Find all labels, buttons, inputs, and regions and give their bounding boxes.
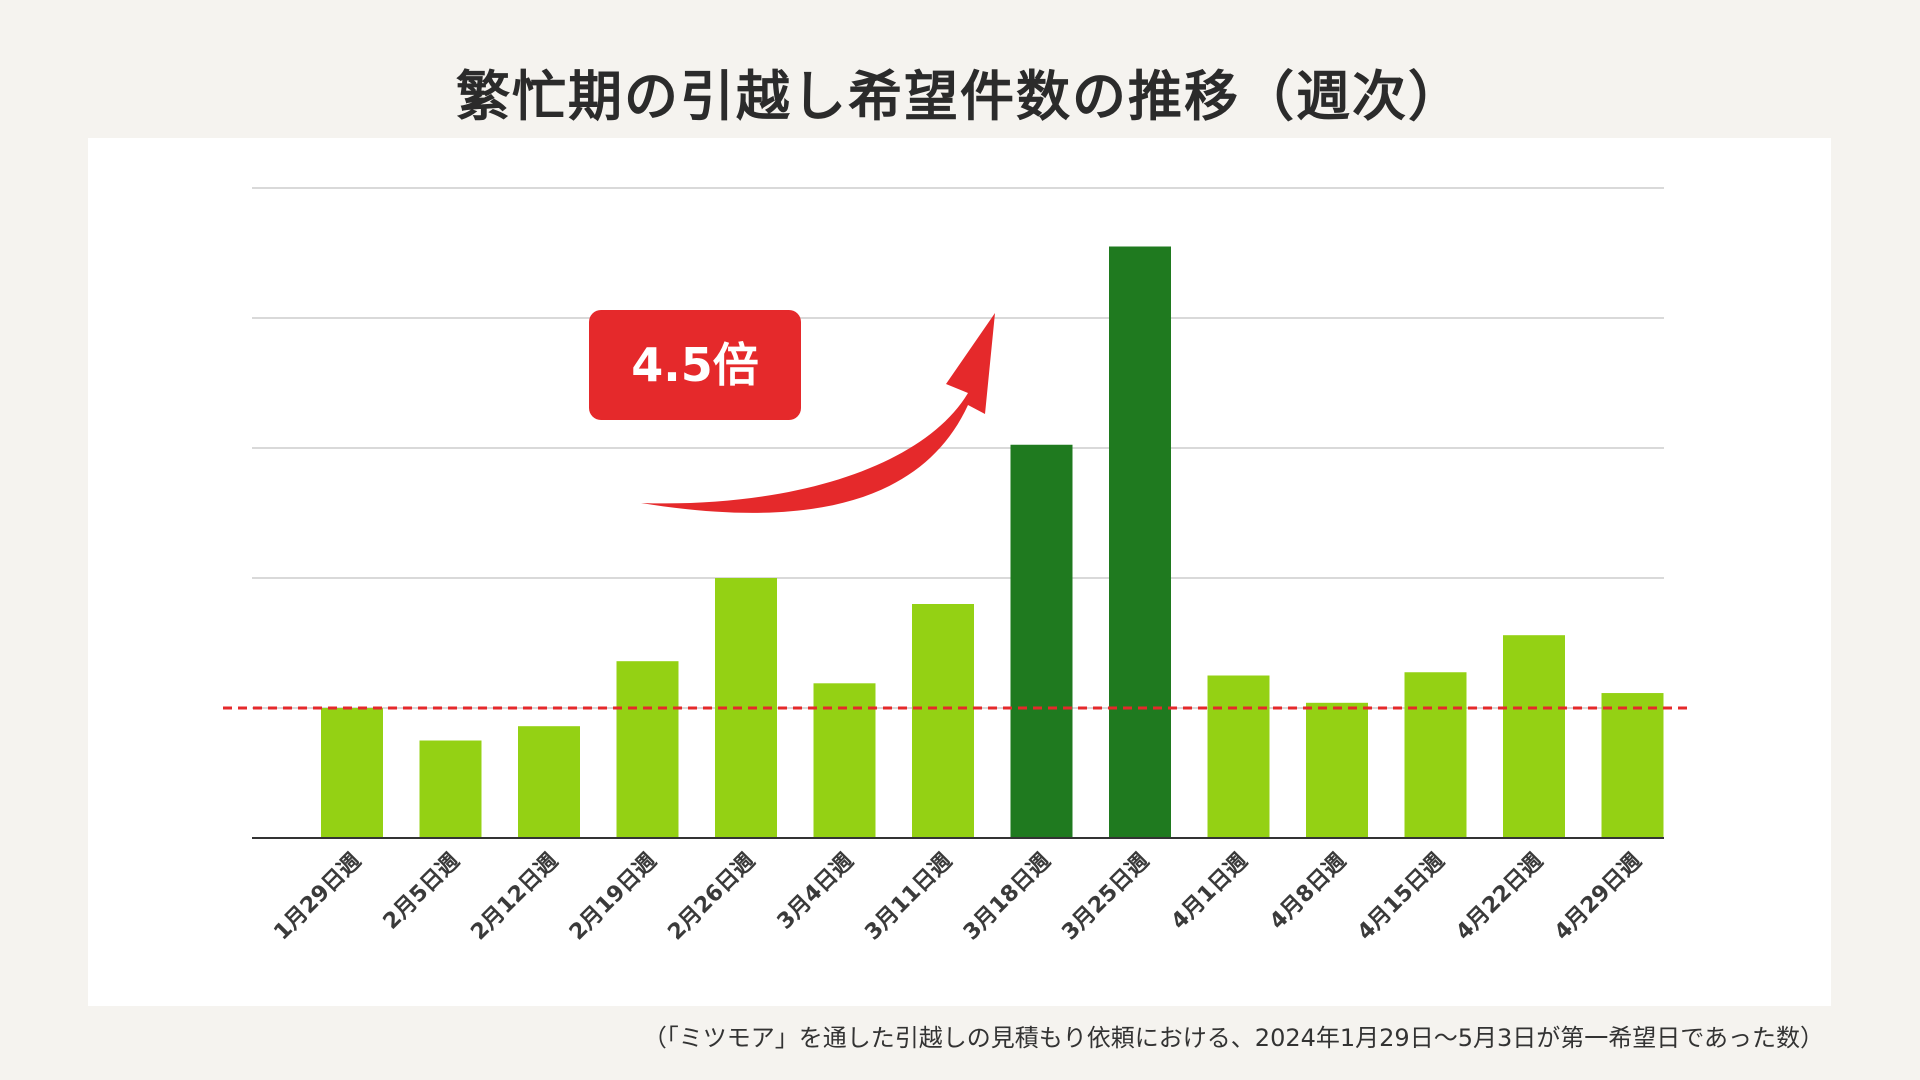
page-title: 繁忙期の引越し希望件数の推移（週次）	[456, 65, 1464, 128]
x-tick-label: 2月12日週	[466, 849, 563, 946]
x-tick-label: 1月29日週	[269, 849, 366, 946]
bar-3	[518, 726, 580, 838]
x-tick-label: 3月4日週	[773, 849, 859, 935]
x-tick-label: 3月18日週	[959, 849, 1056, 946]
x-tick-label: 3月11日週	[860, 849, 957, 946]
bar-10	[1207, 675, 1270, 838]
bar-11	[1306, 702, 1368, 838]
x-axis-labels: 1月29日週 2月5日週 2月12日週 2月19日週 2月26日週 3月4日週 3月11日週…	[269, 849, 1646, 946]
bar-14	[1601, 693, 1664, 838]
x-tick-label: 4月29日週	[1550, 849, 1647, 946]
bar-4	[616, 661, 679, 838]
multiplier-badge: 4.5倍	[589, 310, 801, 420]
chart-panel: 1月29日週 2月5日週 2月12日週 2月19日週 2月26日週 3月4日週 3月11日週…	[88, 138, 1831, 1006]
bar-9	[1109, 246, 1171, 838]
x-tick-label: 2月19日週	[565, 849, 662, 946]
bar-8	[1010, 444, 1073, 838]
increase-arrow	[641, 313, 995, 513]
badge-label: 4.5倍	[631, 338, 759, 392]
footnote: （「ミツモア」を通した引越しの見積もり依頼における、2024年1月29日〜5月3…	[642, 1024, 1824, 1052]
bar-13	[1503, 635, 1565, 838]
x-tick-label: 2月5日週	[379, 849, 465, 935]
bar-2	[419, 740, 482, 838]
bar-7	[912, 604, 974, 838]
x-tick-label: 4月8日週	[1265, 849, 1351, 935]
badge-background	[589, 310, 801, 420]
bar-chart: 1月29日週 2月5日週 2月12日週 2月19日週 2月26日週 3月4日週 3月11日週…	[223, 187, 1692, 946]
x-tick-label: 4月22日週	[1451, 849, 1548, 946]
x-tick-label: 2月26日週	[663, 849, 760, 946]
bar-1	[321, 708, 383, 838]
bars	[321, 246, 1664, 838]
x-tick-label: 3月25日週	[1057, 849, 1154, 946]
x-tick-label: 4月1日週	[1167, 849, 1253, 935]
x-tick-label: 4月15日週	[1353, 849, 1450, 946]
bar-12	[1404, 672, 1467, 838]
